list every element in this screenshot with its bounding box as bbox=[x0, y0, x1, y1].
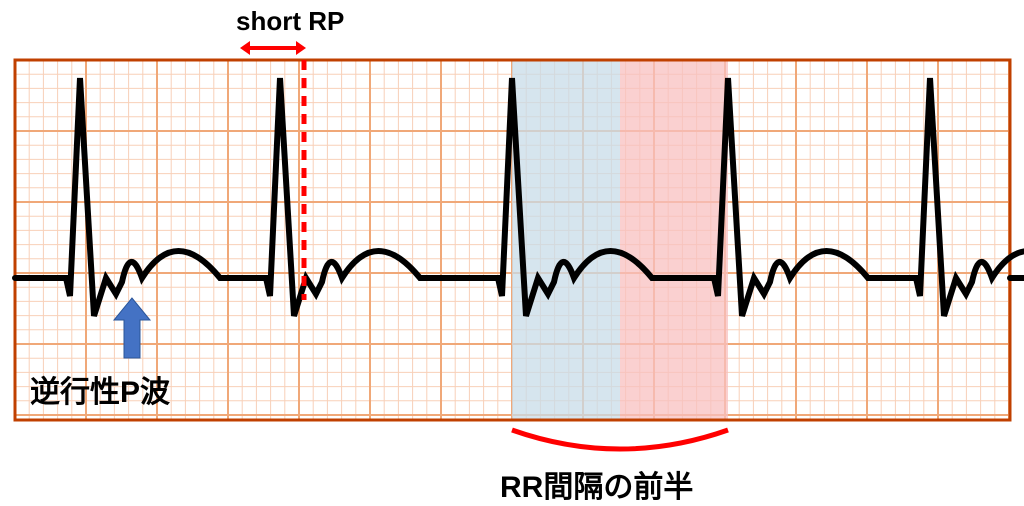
rr-interval-label: RR間隔の前半 bbox=[500, 462, 693, 506]
ecg-diagram: short RP 逆行性P波 RR間隔の前半 bbox=[0, 0, 1024, 503]
retrograde-p-label: 逆行性P波 bbox=[30, 367, 170, 411]
short-rp-label: short RP bbox=[236, 6, 344, 37]
ecg-svg bbox=[0, 0, 1024, 503]
